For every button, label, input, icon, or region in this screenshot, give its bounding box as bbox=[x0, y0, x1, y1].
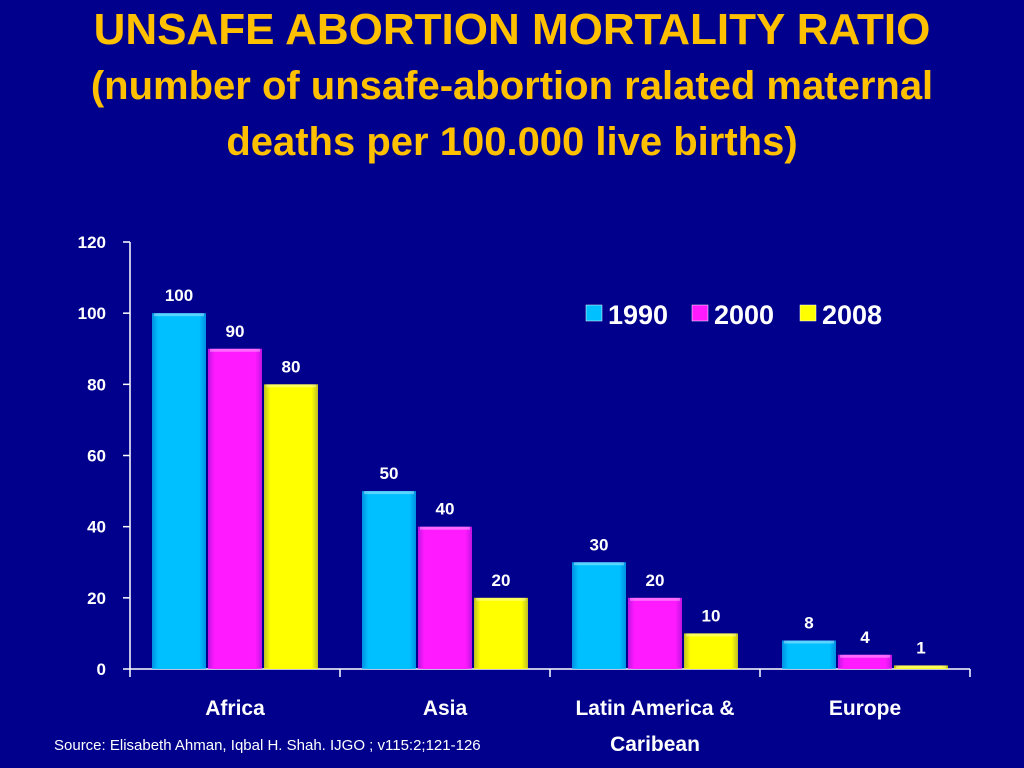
bar bbox=[782, 640, 836, 669]
data-label: 50 bbox=[380, 464, 399, 483]
y-tick-label: 40 bbox=[87, 518, 106, 537]
bar-highlight bbox=[420, 526, 470, 530]
title-line-3: deaths per 100.000 live births) bbox=[226, 120, 798, 164]
bar-highlight bbox=[686, 633, 736, 637]
y-tick-label: 80 bbox=[87, 375, 106, 394]
bar bbox=[894, 665, 948, 669]
data-label: 4 bbox=[860, 628, 870, 647]
y-tick-label: 20 bbox=[87, 589, 106, 608]
y-tick-label: 0 bbox=[97, 660, 106, 679]
bar-highlight bbox=[476, 597, 526, 601]
data-label: 90 bbox=[226, 322, 245, 341]
data-label: 8 bbox=[804, 614, 813, 633]
x-category-label: Latin America & bbox=[575, 697, 734, 720]
bar-highlight bbox=[266, 384, 316, 388]
bar-highlight bbox=[630, 597, 680, 601]
source-citation: Source: Elisabeth Ahman, Iqbal H. Shah. … bbox=[54, 737, 481, 754]
legend-swatch bbox=[585, 304, 603, 322]
bar-highlight bbox=[784, 640, 834, 644]
bar bbox=[418, 526, 472, 669]
bar-highlight bbox=[896, 665, 946, 669]
data-label: 80 bbox=[282, 357, 301, 376]
data-label: 100 bbox=[165, 286, 193, 305]
legend-label: 1990 bbox=[608, 300, 668, 330]
bar bbox=[208, 348, 262, 669]
x-category-label: Europe bbox=[829, 697, 901, 720]
bar-highlight bbox=[154, 313, 204, 317]
title-line-1: UNSAFE ABORTION MORTALITY RATIO bbox=[93, 5, 931, 54]
data-label: 20 bbox=[646, 571, 665, 590]
bar bbox=[152, 313, 206, 669]
y-tick-label: 120 bbox=[78, 233, 106, 252]
y-tick-label: 100 bbox=[78, 304, 106, 323]
data-label: 20 bbox=[492, 571, 511, 590]
bar-highlight bbox=[840, 654, 890, 658]
bar-highlight bbox=[364, 491, 414, 495]
legend-label: 2000 bbox=[714, 300, 774, 330]
data-label: 10 bbox=[702, 606, 721, 625]
x-category-label: Africa bbox=[205, 697, 265, 720]
chart-title: UNSAFE ABORTION MORTALITY RATIO (number … bbox=[0, 0, 1024, 170]
x-category-label: Caribean bbox=[610, 733, 700, 756]
legend-label: 2008 bbox=[822, 300, 882, 330]
bar bbox=[362, 491, 416, 669]
data-label: 1 bbox=[916, 638, 925, 657]
bar bbox=[474, 597, 528, 669]
bar-highlight bbox=[574, 562, 624, 566]
legend-swatch bbox=[799, 304, 817, 322]
y-tick-label: 60 bbox=[87, 447, 106, 466]
bar bbox=[684, 633, 738, 669]
bar bbox=[264, 384, 318, 669]
data-label: 40 bbox=[436, 500, 455, 519]
bar bbox=[628, 597, 682, 669]
title-line-2: (number of unsafe-abortion ralated mater… bbox=[90, 64, 934, 108]
data-label: 30 bbox=[590, 535, 609, 554]
legend-swatch bbox=[691, 304, 709, 322]
bar-highlight bbox=[210, 348, 260, 352]
bar bbox=[572, 562, 626, 669]
x-category-label: Asia bbox=[423, 697, 468, 720]
bar bbox=[838, 654, 892, 669]
